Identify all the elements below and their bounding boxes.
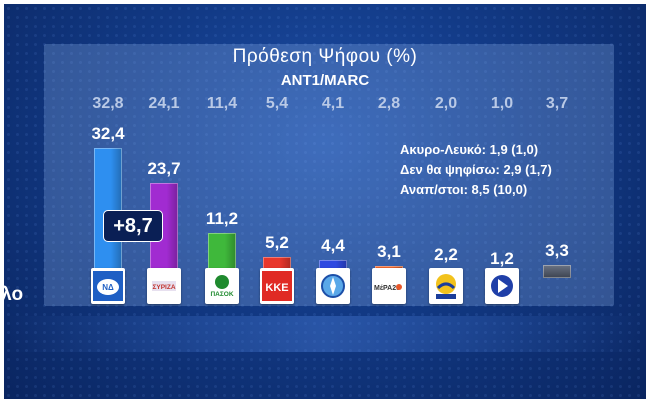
bar-value-label: 4,4 — [321, 236, 345, 256]
bar-value-label: 23,7 — [147, 158, 181, 178]
kke-logo-text: ΚΚΕ — [265, 282, 288, 294]
nd-logo: ΝΔ — [91, 268, 125, 304]
mera25-logo-icon: ΜέΡΑ25 — [374, 271, 404, 301]
plefsi-logo — [485, 268, 519, 304]
bar-value-label: 5,2 — [265, 233, 289, 253]
pasok-logo: ΠΑΣΟΚ — [205, 268, 239, 304]
previous-value-label: 24,1 — [148, 95, 180, 112]
previous-value-label: 3,7 — [545, 95, 569, 112]
compass-icon — [318, 271, 348, 301]
bar-value-label: 3,3 — [545, 240, 569, 260]
chart-background — [4, 4, 646, 399]
previous-value-label: 5,4 — [265, 95, 289, 112]
mera25-logo-text: ΜέΡΑ25 — [374, 285, 400, 292]
elliniki-lysi-logo — [316, 268, 350, 304]
previous-value-label: 2,0 — [434, 95, 458, 112]
note-wont-vote: Δεν θα ψηφίσω: 2,9 (1,7) — [400, 162, 552, 177]
notes-box: Ακυρο-Λευκό: 1,9 (1,0) Δεν θα ψηφίσω: 2,… — [400, 140, 552, 200]
bar-value-label: 3,1 — [377, 241, 401, 261]
kke-logo: ΚΚΕ — [260, 268, 294, 304]
pasok-logo-text: ΠΑΣΟΚ — [210, 291, 233, 298]
bar-value-label: 2,2 — [434, 245, 458, 265]
nd-logo-icon: ΝΔ — [93, 271, 123, 301]
syriza-logo: ΣΥΡΙΖΑ — [147, 268, 181, 304]
plefsi-logo-icon — [487, 271, 517, 301]
bar-value-label: 32,4 — [91, 124, 125, 143]
previous-value-label: 4,1 — [321, 95, 345, 112]
chart-subtitle: ANT1/MARC — [280, 72, 370, 89]
bar-value-label: 1,2 — [490, 249, 514, 269]
previous-value-label: 1,0 — [490, 95, 514, 112]
kke-logo-icon: ΚΚΕ — [262, 271, 292, 301]
logo-strip — [4, 316, 646, 352]
other-label: Αλλο — [0, 284, 24, 305]
bar-value-label: 11,2 — [205, 209, 239, 229]
nd-logo-text: ΝΔ — [102, 283, 114, 292]
bar-9 — [543, 264, 571, 278]
mera25-logo: ΜέΡΑ25 — [372, 268, 406, 304]
previous-value-label: 32,8 — [92, 95, 124, 112]
note-invalid-blank: Ακυρο-Λευκό: 1,9 (1,0) — [400, 142, 539, 157]
syriza-logo-icon: ΣΥΡΙΖΑ — [149, 271, 179, 301]
previous-value-label: 2,8 — [377, 95, 401, 112]
previous-value-label: 11,4 — [206, 95, 238, 112]
niki-logo — [429, 268, 463, 304]
pasok-logo-icon: ΠΑΣΟΚ — [207, 271, 237, 301]
niki-logo-icon — [431, 271, 461, 301]
syriza-logo-text: ΣΥΡΙΖΑ — [152, 284, 175, 291]
chart-title: Πρόθεση Ψήφου (%) — [232, 46, 418, 67]
lead-difference-badge: +8,7 — [103, 210, 163, 242]
note-undecided: Αναπ/στοι: 8,5 (10,0) — [400, 182, 528, 197]
